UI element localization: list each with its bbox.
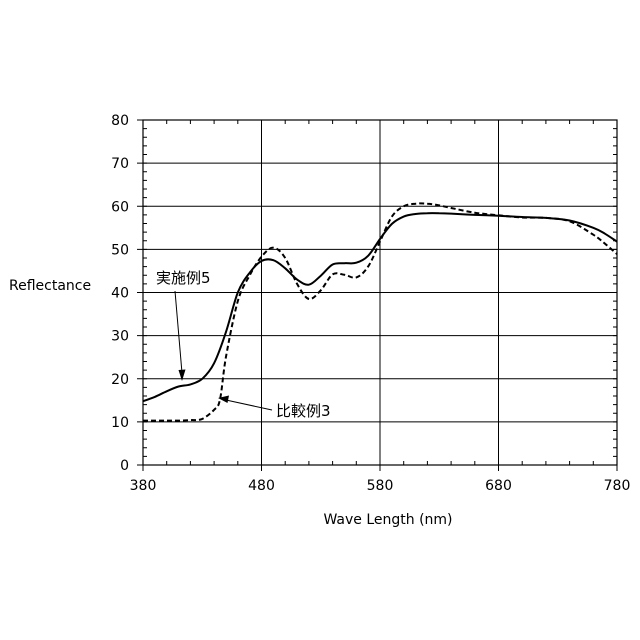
y-tick-label: 80 [111, 113, 129, 129]
annotation-example-5-label: 実施例5 [156, 269, 211, 287]
y-tick-label: 0 [120, 458, 129, 474]
y-tick-label: 20 [111, 372, 129, 388]
x-tick-label: 580 [367, 478, 394, 494]
x-tick-label: 480 [248, 478, 275, 494]
y-tick-label: 30 [111, 329, 129, 345]
y-tick-label: 10 [111, 415, 129, 431]
x-axis-label: Wave Length (nm) [323, 512, 452, 528]
y-tick-label: 60 [111, 199, 129, 215]
y-tick-label: 50 [111, 242, 129, 258]
x-tick-label: 380 [130, 478, 157, 494]
y-tick-label: 40 [111, 286, 129, 302]
x-tick-label: 780 [604, 478, 631, 494]
y-tick-label: 70 [111, 156, 129, 172]
y-axis-label: Reflectance [9, 278, 91, 294]
x-tick-label: 680 [485, 478, 512, 494]
annotation-comparative-3-label: 比較例3 [276, 402, 331, 420]
